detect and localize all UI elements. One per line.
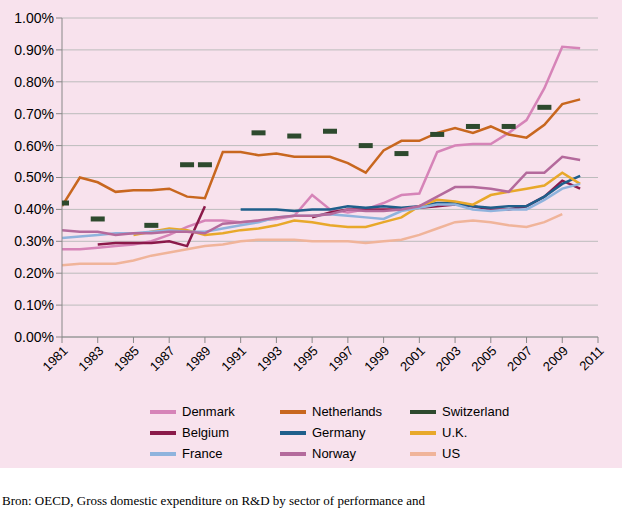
svg-text:2009: 2009	[540, 343, 571, 374]
svg-text:2007: 2007	[504, 343, 535, 374]
svg-text:0.60%: 0.60%	[14, 138, 54, 154]
svg-text:2003: 2003	[433, 343, 464, 374]
html-text:Belgium: Belgium	[182, 425, 229, 440]
svg-text:0.30%: 0.30%	[14, 233, 54, 249]
svg-text:0.00%: 0.00%	[14, 329, 54, 345]
html-text:France: France	[182, 446, 223, 461]
html-text:U.K.: U.K.	[442, 425, 468, 440]
svg-text:2011: 2011	[576, 343, 606, 373]
html-text:Bron: OECD, Gross domestic exp: Bron: OECD, Gross domestic expenditure o…	[2, 493, 426, 508]
svg-text:1993: 1993	[254, 343, 285, 374]
svg-text:1981: 1981	[40, 343, 71, 374]
svg-text:2001: 2001	[397, 343, 428, 374]
svg-text:0.50%: 0.50%	[14, 169, 54, 185]
svg-text:1997: 1997	[325, 343, 356, 374]
svg-text:0.40%: 0.40%	[14, 201, 54, 217]
svg-text:0.80%: 0.80%	[14, 74, 54, 90]
html-text:US: US	[442, 446, 461, 461]
svg-text:1989: 1989	[183, 343, 214, 374]
svg-text:0.20%: 0.20%	[14, 265, 54, 281]
svg-text:1999: 1999	[361, 343, 392, 374]
svg-text:0.70%: 0.70%	[14, 106, 54, 122]
html-text:Norway: Norway	[312, 446, 357, 461]
svg-text:1983: 1983	[75, 343, 106, 374]
svg-text:1.00%: 1.00%	[14, 10, 54, 26]
html-text:Germany: Germany	[312, 425, 366, 440]
svg-text:0.90%: 0.90%	[14, 42, 54, 58]
html-text:Netherlands: Netherlands	[312, 404, 383, 419]
svg-text:1991: 1991	[218, 343, 249, 374]
html-text:Switzerland: Switzerland	[442, 404, 510, 419]
svg-text:2005: 2005	[468, 343, 499, 374]
svg-text:1987: 1987	[147, 343, 178, 374]
svg-text:0.10%: 0.10%	[14, 297, 54, 313]
svg-text:1985: 1985	[111, 343, 142, 374]
html-text:Denmark: Denmark	[182, 404, 235, 419]
svg-text:1995: 1995	[290, 343, 321, 374]
